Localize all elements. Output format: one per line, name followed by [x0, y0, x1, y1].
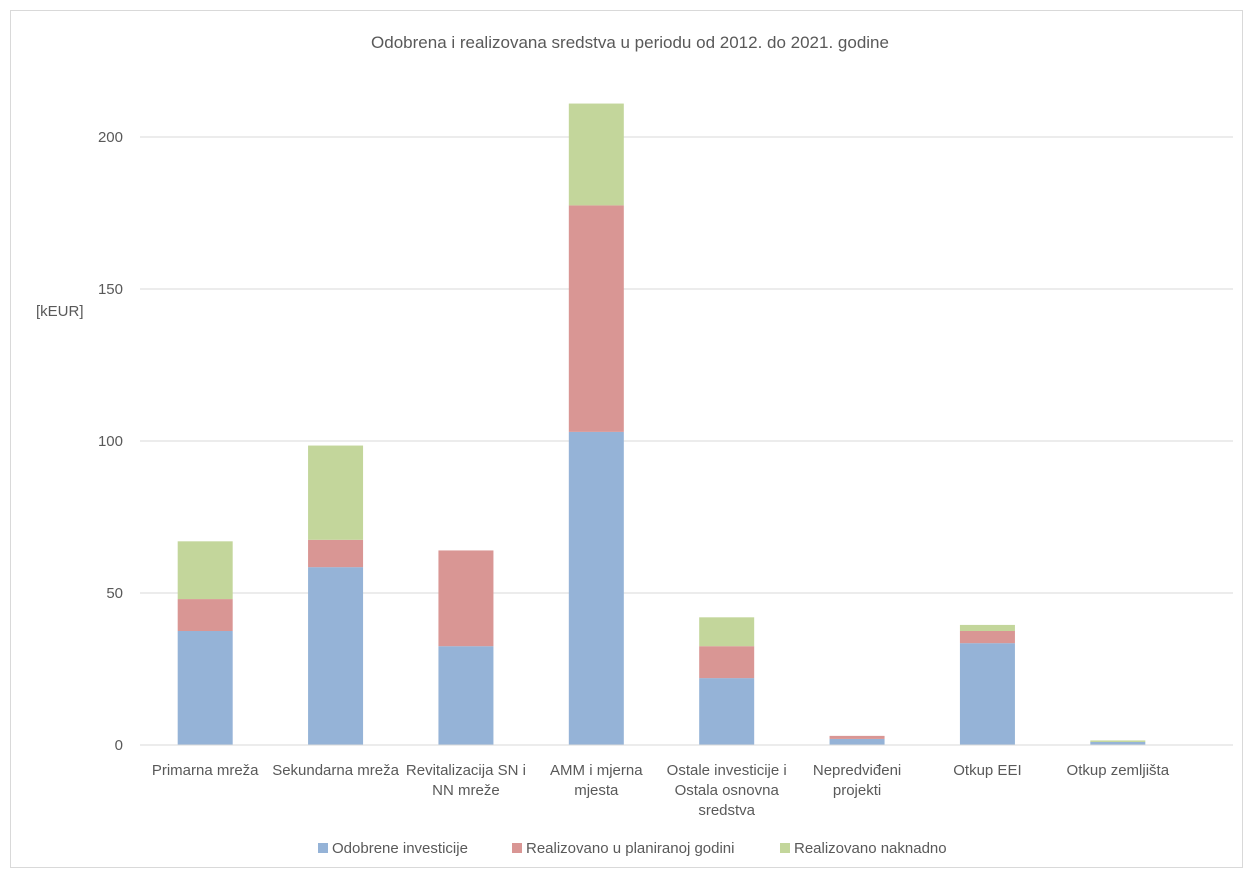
bar-segment: [829, 735, 885, 739]
chart-frame: [10, 10, 1243, 868]
x-tick-label: Revitalizacija SN i NN mreže: [406, 762, 526, 799]
y-tick-label: 50: [106, 585, 123, 602]
x-axis-labels: Primarna mreža Sekundarna mreža Revitaliza…: [152, 762, 1170, 819]
bar-segment: [568, 205, 624, 432]
bar-segment: [438, 550, 494, 647]
y-tick-label: 150: [98, 281, 123, 298]
x-tick-label: Nepredviđeni projekti: [813, 762, 901, 799]
bar-segment: [959, 643, 1015, 745]
x-tick-label: AMM i mjerna mjesta: [550, 762, 643, 799]
bar-segment: [308, 539, 364, 568]
y-tick-label: 200: [98, 129, 123, 146]
bar-segment: [699, 617, 755, 647]
y-axis-label: [kEUR]: [36, 303, 84, 320]
bar-segment: [438, 646, 494, 745]
legend: Odobrene investicije Realizovano u planir…: [318, 840, 947, 857]
x-tick-label: Otkup zemljišta: [1067, 762, 1170, 779]
bar-segment: [1090, 740, 1146, 742]
bar-group: [177, 103, 1146, 745]
bar-segment: [177, 631, 233, 745]
legend-swatch: [512, 843, 522, 853]
bar-segment: [177, 599, 233, 631]
legend-swatch: [318, 843, 328, 853]
x-tick-label: Ostale investicije i Ostala osnovna sredst…: [667, 762, 787, 819]
gridlines: [140, 136, 1233, 594]
bar-segment: [568, 431, 624, 745]
y-axis-ticks: 0 50 100 150 200: [98, 129, 123, 754]
bar-segment: [568, 103, 624, 206]
legend-label: Realizovano u planiranoj godini: [526, 840, 734, 857]
bar-segment: [308, 445, 364, 540]
y-tick-label: 0: [115, 737, 123, 754]
chart-title: Odobrena i realizovana sredstva u period…: [371, 33, 889, 52]
x-tick-label: Sekundarna mreža: [272, 762, 399, 779]
x-tick-label: Otkup EEI: [953, 762, 1021, 779]
x-tick-label: Primarna mreža: [152, 762, 259, 779]
bar-segment: [829, 738, 885, 745]
bar-segment: [959, 624, 1015, 631]
legend-label: Odobrene investicije: [332, 840, 468, 857]
bar-segment: [308, 567, 364, 745]
bar-segment: [699, 678, 755, 745]
bar-segment: [1090, 741, 1146, 745]
bar-segment: [959, 631, 1015, 644]
y-tick-label: 100: [98, 433, 123, 450]
bar-segment: [177, 541, 233, 600]
legend-swatch: [780, 843, 790, 853]
legend-label: Realizovano naknadno: [794, 840, 947, 857]
bar-segment: [699, 646, 755, 679]
